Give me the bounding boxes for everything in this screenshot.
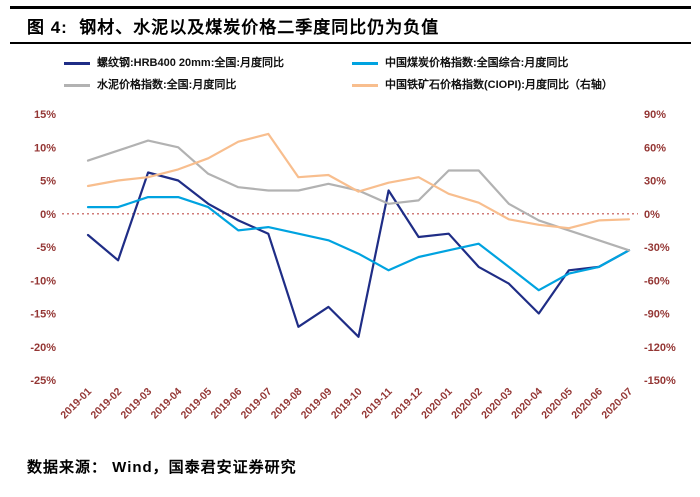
x-axis-tick-label: 2019-10 [329, 386, 365, 422]
left-axis-tick-label: 5% [40, 176, 56, 188]
right-axis-tick-label: -60% [644, 275, 670, 287]
legend-label: 中国煤炭价格指数:全国综合:月度同比 [385, 57, 569, 69]
left-axis-tick-label: -20% [30, 342, 56, 354]
data-source: 数据来源： Wind，国泰君安证券研究 [27, 459, 297, 476]
x-axis-tick-label: 2020-06 [569, 386, 605, 422]
x-axis-tick-label: 2020-02 [449, 386, 485, 422]
x-axis-tick-label: 2019-06 [209, 386, 245, 422]
x-axis-tick-label: 2020-01 [419, 386, 455, 422]
legend-item: 螺纹钢:HRB400 20mm:全国:月度同比 [64, 56, 352, 70]
x-axis-tick-label: 2019-05 [179, 386, 215, 422]
chart-legend: 螺纹钢:HRB400 20mm:全国:月度同比 中国煤炭价格指数:全国综合:月度同… [64, 56, 613, 92]
x-axis-tick-label: 2019-01 [58, 386, 94, 422]
right-axis-tick-label: -30% [644, 242, 670, 254]
x-axis-tick-label: 2019-04 [149, 386, 185, 422]
right-axis-tick-label: 90% [644, 109, 666, 121]
right-axis-tick-label: -90% [644, 309, 670, 321]
legend-label: 水泥价格指数:全国:月度同比 [97, 79, 237, 91]
right-axis-tick-label: 30% [644, 176, 666, 188]
x-axis-tick-label: 2020-07 [599, 386, 635, 422]
x-axis-tick-label: 2019-07 [239, 386, 275, 422]
x-axis-tick-label: 2020-03 [479, 386, 515, 422]
title-underline [10, 42, 691, 44]
x-axis-tick-label: 2019-02 [88, 386, 124, 422]
x-axis-tick-label: 2019-03 [118, 386, 154, 422]
right-axis-tick-label: -150% [644, 375, 676, 387]
legend-swatch [352, 61, 378, 65]
top-border-line [10, 6, 691, 9]
legend-swatch [64, 83, 90, 87]
x-axis-tick-label: 2020-05 [539, 386, 575, 422]
left-axis-tick-label: -25% [30, 375, 56, 387]
series-line-3 [86, 132, 631, 230]
left-axis-tick-label: 15% [34, 109, 56, 121]
left-axis-tick-label: -10% [30, 275, 56, 287]
series-line-2 [86, 139, 631, 252]
left-axis-tick-label: -5% [36, 242, 56, 254]
series-line-1 [86, 196, 631, 292]
x-axis-tick-label: 2019-12 [389, 386, 425, 422]
x-axis-tick-label: 2020-04 [509, 386, 545, 422]
left-axis-tick-label: -15% [30, 309, 56, 321]
right-axis-tick-label: -120% [644, 342, 676, 354]
legend-label: 螺纹钢:HRB400 20mm:全国:月度同比 [97, 57, 285, 69]
left-axis-tick-label: 0% [40, 209, 56, 221]
legend-item: 水泥价格指数:全国:月度同比 [64, 78, 352, 92]
legend-swatch [64, 61, 90, 65]
legend-label: 中国铁矿石价格指数(CIOPI):月度同比（右轴） [385, 79, 613, 91]
legend-item: 中国煤炭价格指数:全国综合:月度同比 [352, 56, 613, 70]
legend-item: 中国铁矿石价格指数(CIOPI):月度同比（右轴） [352, 78, 613, 92]
legend-swatch [352, 83, 378, 87]
x-axis-tick-label: 2019-08 [269, 386, 305, 422]
x-axis-tick-label: 2019-09 [299, 386, 335, 422]
right-axis-tick-label: 0% [644, 209, 660, 221]
figure-title: 图 4: 钢材、水泥以及煤炭价格二季度同比仍为负值 [27, 18, 440, 37]
series-line-0 [86, 171, 631, 338]
x-axis-tick-label: 2019-11 [359, 386, 394, 421]
left-axis-tick-label: 10% [34, 142, 56, 154]
right-axis-tick-label: 60% [644, 142, 666, 154]
